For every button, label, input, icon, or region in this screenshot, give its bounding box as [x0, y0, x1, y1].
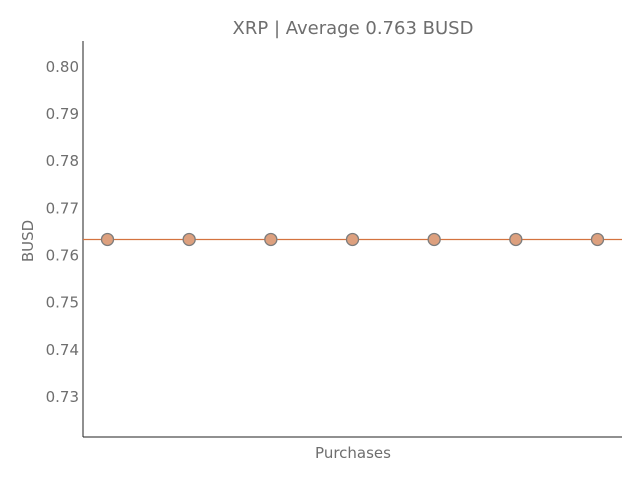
y-axis-label: BUSD [19, 220, 37, 262]
y-tick-label: 0.78 [46, 152, 79, 170]
y-tick-label: 0.80 [46, 58, 79, 76]
data-point [509, 232, 523, 247]
chart-title: XRP | Average 0.763 BUSD [233, 18, 474, 39]
data-point [100, 232, 115, 247]
y-tick-label: 0.79 [46, 105, 79, 123]
y-tick-label: 0.75 [46, 294, 79, 312]
y-tick-label: 0.74 [46, 341, 79, 359]
data-points [100, 232, 605, 247]
data-point [345, 232, 360, 247]
y-tick-labels: 0.73 0.74 0.75 0.76 0.77 0.78 0.79 0.80 [46, 58, 79, 406]
y-tick-label: 0.73 [46, 388, 79, 406]
y-tick-label: 0.77 [46, 199, 79, 217]
data-point [264, 232, 278, 247]
data-point [182, 232, 196, 247]
y-tick-label: 0.76 [46, 247, 79, 265]
x-axis-label: Purchases [315, 444, 391, 462]
data-point [427, 232, 441, 247]
data-point [590, 232, 605, 247]
